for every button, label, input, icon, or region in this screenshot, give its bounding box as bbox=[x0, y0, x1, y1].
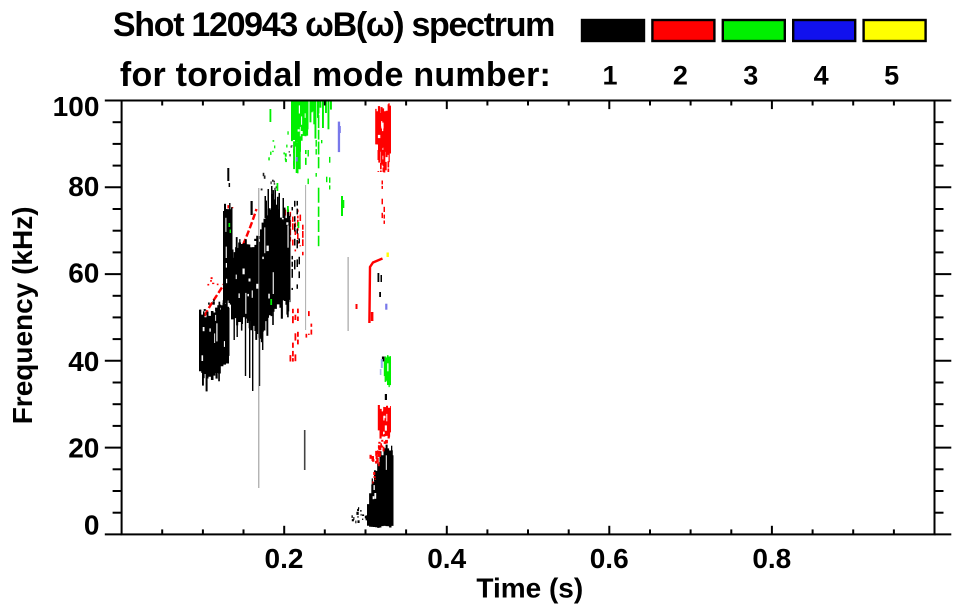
svg-text:4: 4 bbox=[814, 61, 829, 91]
svg-text:Shot 120943 ωB(ω) spectrum: Shot 120943 ωB(ω) spectrum bbox=[113, 6, 554, 44]
svg-text:100: 100 bbox=[53, 91, 100, 122]
svg-text:3: 3 bbox=[743, 61, 758, 91]
svg-text:5: 5 bbox=[884, 61, 899, 91]
svg-text:0: 0 bbox=[84, 510, 100, 541]
svg-text:40: 40 bbox=[68, 346, 99, 377]
svg-text:0.2: 0.2 bbox=[265, 543, 304, 574]
svg-text:2: 2 bbox=[673, 61, 688, 91]
svg-text:0.8: 0.8 bbox=[752, 543, 791, 574]
svg-text:60: 60 bbox=[68, 258, 99, 289]
svg-text:for toroidal mode number:: for toroidal mode number: bbox=[120, 56, 551, 94]
svg-text:80: 80 bbox=[68, 171, 99, 202]
svg-text:0.4: 0.4 bbox=[427, 543, 466, 574]
svg-text:20: 20 bbox=[68, 433, 99, 464]
svg-text:Frequency (kHz): Frequency (kHz) bbox=[7, 206, 38, 424]
svg-text:0.6: 0.6 bbox=[590, 543, 629, 574]
svg-text:1: 1 bbox=[602, 61, 617, 91]
svg-text:Time (s): Time (s) bbox=[476, 573, 583, 604]
